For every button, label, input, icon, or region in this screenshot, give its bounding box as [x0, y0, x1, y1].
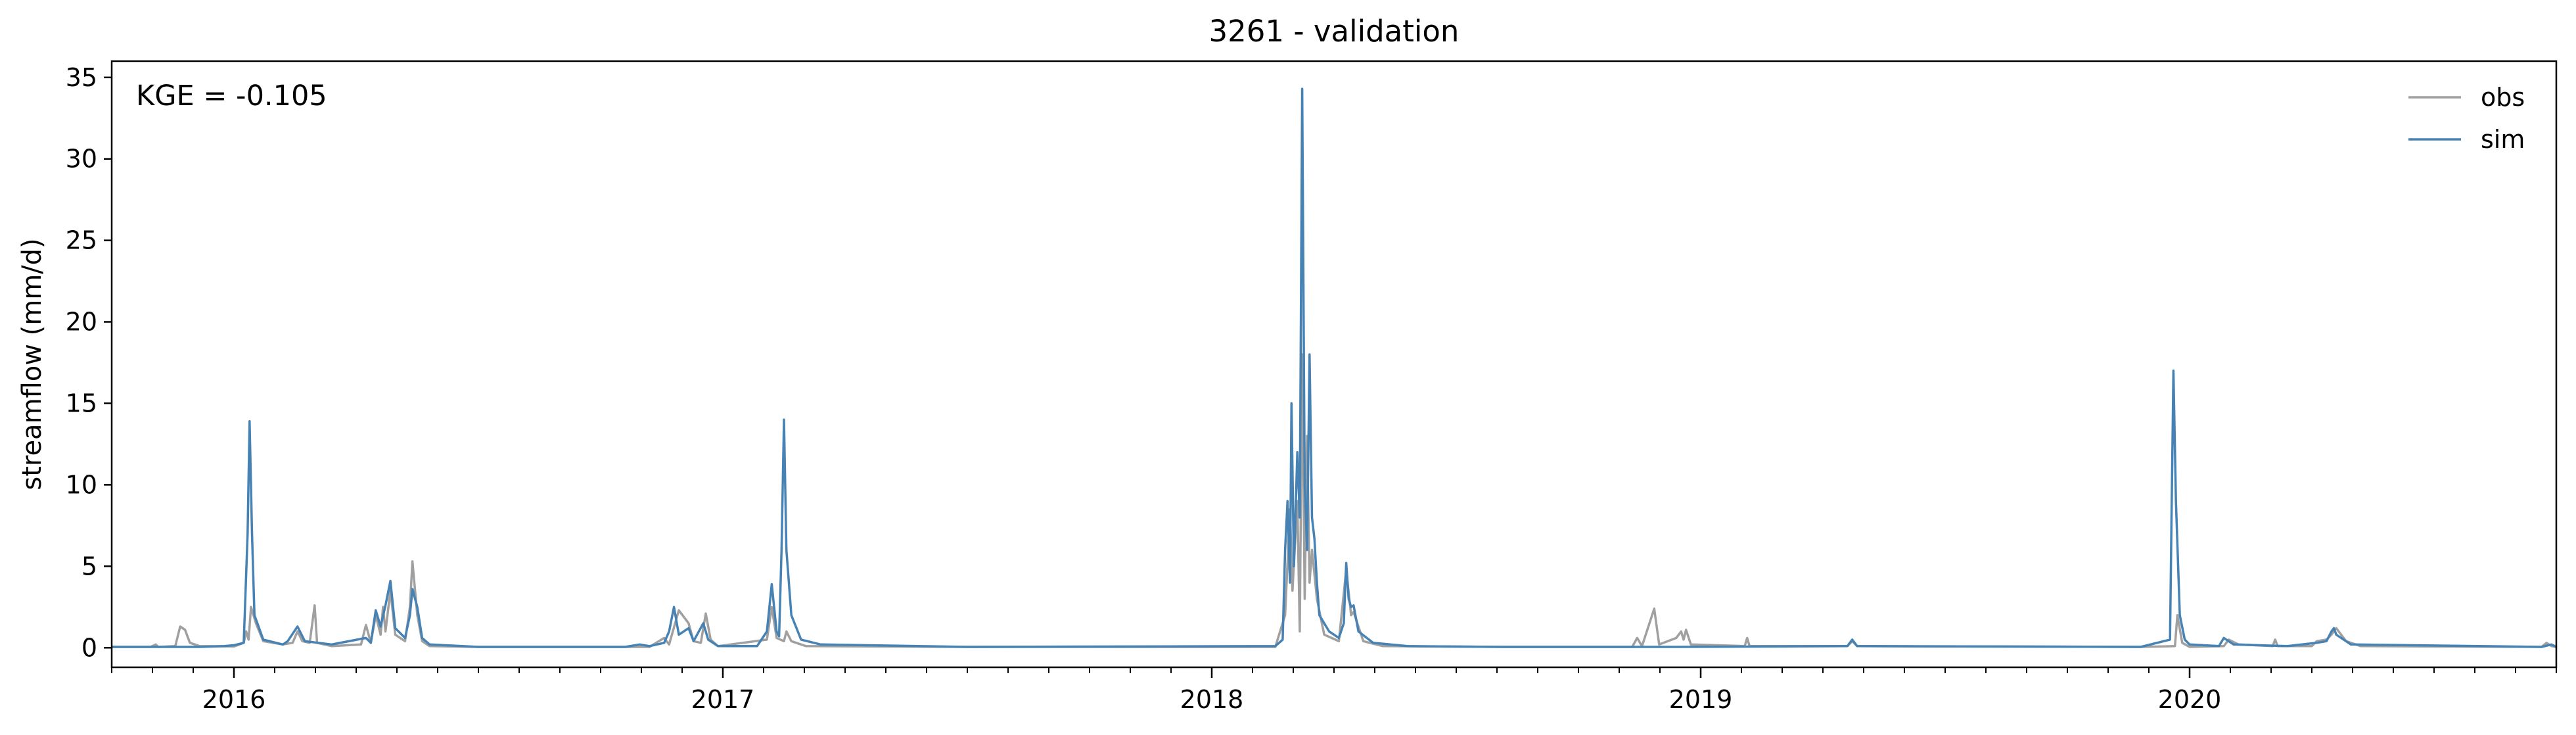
- series-layer: [112, 87, 2556, 648]
- y-tick-label: 30: [66, 145, 97, 174]
- y-tick-label: 0: [81, 633, 97, 662]
- y-tick-label: 25: [66, 226, 97, 255]
- y-tick-label: 5: [81, 552, 97, 581]
- legend-label-obs: obs: [2481, 83, 2525, 112]
- x-axis: 2016 2017 2018 2019 2020: [111, 667, 2557, 714]
- y-tick-label: 15: [66, 389, 97, 417]
- y-tick-label: 35: [66, 63, 97, 92]
- y-axis: 0 5 10 15 20 25 30 35: [66, 63, 112, 662]
- legend-label-sim: sim: [2481, 125, 2525, 154]
- y-axis-label: streamflow (mm/d): [17, 238, 47, 490]
- legend: obs sim: [2408, 83, 2525, 154]
- x-tick-label: 2016: [202, 685, 266, 714]
- series-line-sim: [112, 87, 2556, 648]
- series-line-obs: [112, 353, 2556, 648]
- x-tick-label: 2019: [1669, 685, 1733, 714]
- plot-frame: [110, 60, 2558, 669]
- kge-annotation: KGE = -0.105: [136, 80, 327, 112]
- chart-title: 3261 - validation: [1209, 14, 1460, 49]
- x-tick-label: 2018: [1180, 685, 1244, 714]
- y-tick-label: 20: [66, 308, 97, 337]
- x-tick-label: 2020: [2158, 685, 2222, 714]
- y-tick-label: 10: [66, 470, 97, 499]
- x-tick-label: 2017: [691, 685, 755, 714]
